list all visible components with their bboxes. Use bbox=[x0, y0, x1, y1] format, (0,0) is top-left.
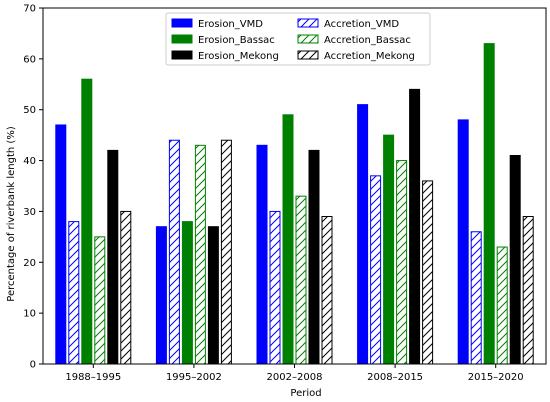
bar-erosion_bassac-0 bbox=[81, 78, 93, 365]
bar-erosion_bassac-1 bbox=[181, 221, 193, 365]
x-tick-label: 2008–2015 bbox=[367, 372, 423, 383]
y-tick-label: 50 bbox=[23, 105, 36, 116]
bar-accretion_bassac-4 bbox=[496, 246, 508, 365]
bar-accretion_bassac-0 bbox=[94, 236, 106, 365]
y-tick-label: 70 bbox=[23, 4, 36, 15]
bar-accretion_bassac-2 bbox=[295, 195, 307, 365]
bar-accretion_vmd-0 bbox=[68, 221, 80, 365]
x-tick-label: 2002–2008 bbox=[267, 372, 323, 383]
y-tick-label: 30 bbox=[23, 207, 36, 218]
bar-erosion_mekong-3 bbox=[409, 88, 421, 365]
bar-erosion_vmd-3 bbox=[357, 104, 369, 365]
bar-accretion_mekong-1 bbox=[220, 139, 232, 365]
bar-erosion_bassac-2 bbox=[282, 114, 294, 365]
bar-accretion_vmd-2 bbox=[269, 210, 281, 365]
bar-accretion_mekong-3 bbox=[422, 180, 434, 365]
bar-erosion_bassac-4 bbox=[483, 43, 495, 365]
legend-label-accretion_vmd: Accretion_VMD bbox=[324, 19, 399, 30]
bar-accretion_vmd-1 bbox=[168, 139, 180, 365]
bar-erosion_vmd-2 bbox=[256, 144, 268, 365]
bar-accretion_bassac-1 bbox=[194, 144, 206, 365]
bar-accretion_mekong-4 bbox=[522, 216, 534, 365]
bar-erosion_vmd-0 bbox=[55, 124, 67, 365]
legend-label-erosion_bassac: Erosion_Bassac bbox=[198, 35, 275, 46]
bar-accretion_vmd-3 bbox=[370, 175, 382, 365]
x-tick-label: 1988–1995 bbox=[65, 372, 121, 383]
legend-swatch-accretion_vmd bbox=[297, 18, 319, 28]
y-tick-label: 60 bbox=[23, 54, 36, 65]
legend-label-accretion_mekong: Accretion_Mekong bbox=[324, 51, 415, 62]
legend-swatch-accretion_bassac bbox=[297, 34, 319, 44]
bar-erosion_mekong-4 bbox=[509, 154, 521, 365]
y-axis-label: Percentage of riverbank length (%) bbox=[6, 126, 17, 302]
x-tick-label: 1995–2002 bbox=[166, 372, 222, 383]
bar-accretion_mekong-0 bbox=[120, 210, 132, 365]
legend-swatch-erosion_mekong bbox=[171, 50, 193, 60]
axes-layer: 0 10 20 30 40 50 60 70 1988–1995 1995–2002 2002–20… bbox=[23, 4, 547, 383]
y-tick-label: 40 bbox=[23, 156, 36, 167]
x-axis-label: Period bbox=[290, 388, 321, 399]
bar-erosion_mekong-0 bbox=[107, 149, 119, 365]
y-tick-label: 10 bbox=[23, 309, 36, 320]
bars-layer bbox=[55, 43, 534, 365]
bar-erosion_vmd-4 bbox=[457, 119, 469, 365]
bar-accretion_vmd-4 bbox=[470, 231, 482, 365]
y-tick-label: 0 bbox=[30, 360, 36, 371]
bar-erosion_mekong-1 bbox=[207, 226, 219, 365]
legend-swatch-accretion_mekong bbox=[297, 50, 319, 60]
y-tick-label: 20 bbox=[23, 258, 36, 269]
x-tick-label: 2015–2020 bbox=[468, 372, 524, 383]
legend-swatch-erosion_vmd bbox=[171, 18, 193, 28]
legend-swatch-erosion_bassac bbox=[171, 34, 193, 44]
legend-label-erosion_vmd: Erosion_VMD bbox=[198, 19, 263, 30]
legend: Erosion_VMD Accretion_VMD Erosion_Bassac Ac… bbox=[165, 12, 431, 66]
bar-accretion_bassac-3 bbox=[396, 160, 408, 365]
bar-accretion_mekong-2 bbox=[321, 216, 333, 365]
legend-label-erosion_mekong: Erosion_Mekong bbox=[198, 51, 279, 62]
bar-erosion_bassac-3 bbox=[383, 134, 395, 365]
legend-label-accretion_bassac: Accretion_Bassac bbox=[324, 35, 411, 46]
bar-erosion_vmd-1 bbox=[155, 226, 167, 365]
bar-erosion_mekong-2 bbox=[308, 149, 320, 365]
